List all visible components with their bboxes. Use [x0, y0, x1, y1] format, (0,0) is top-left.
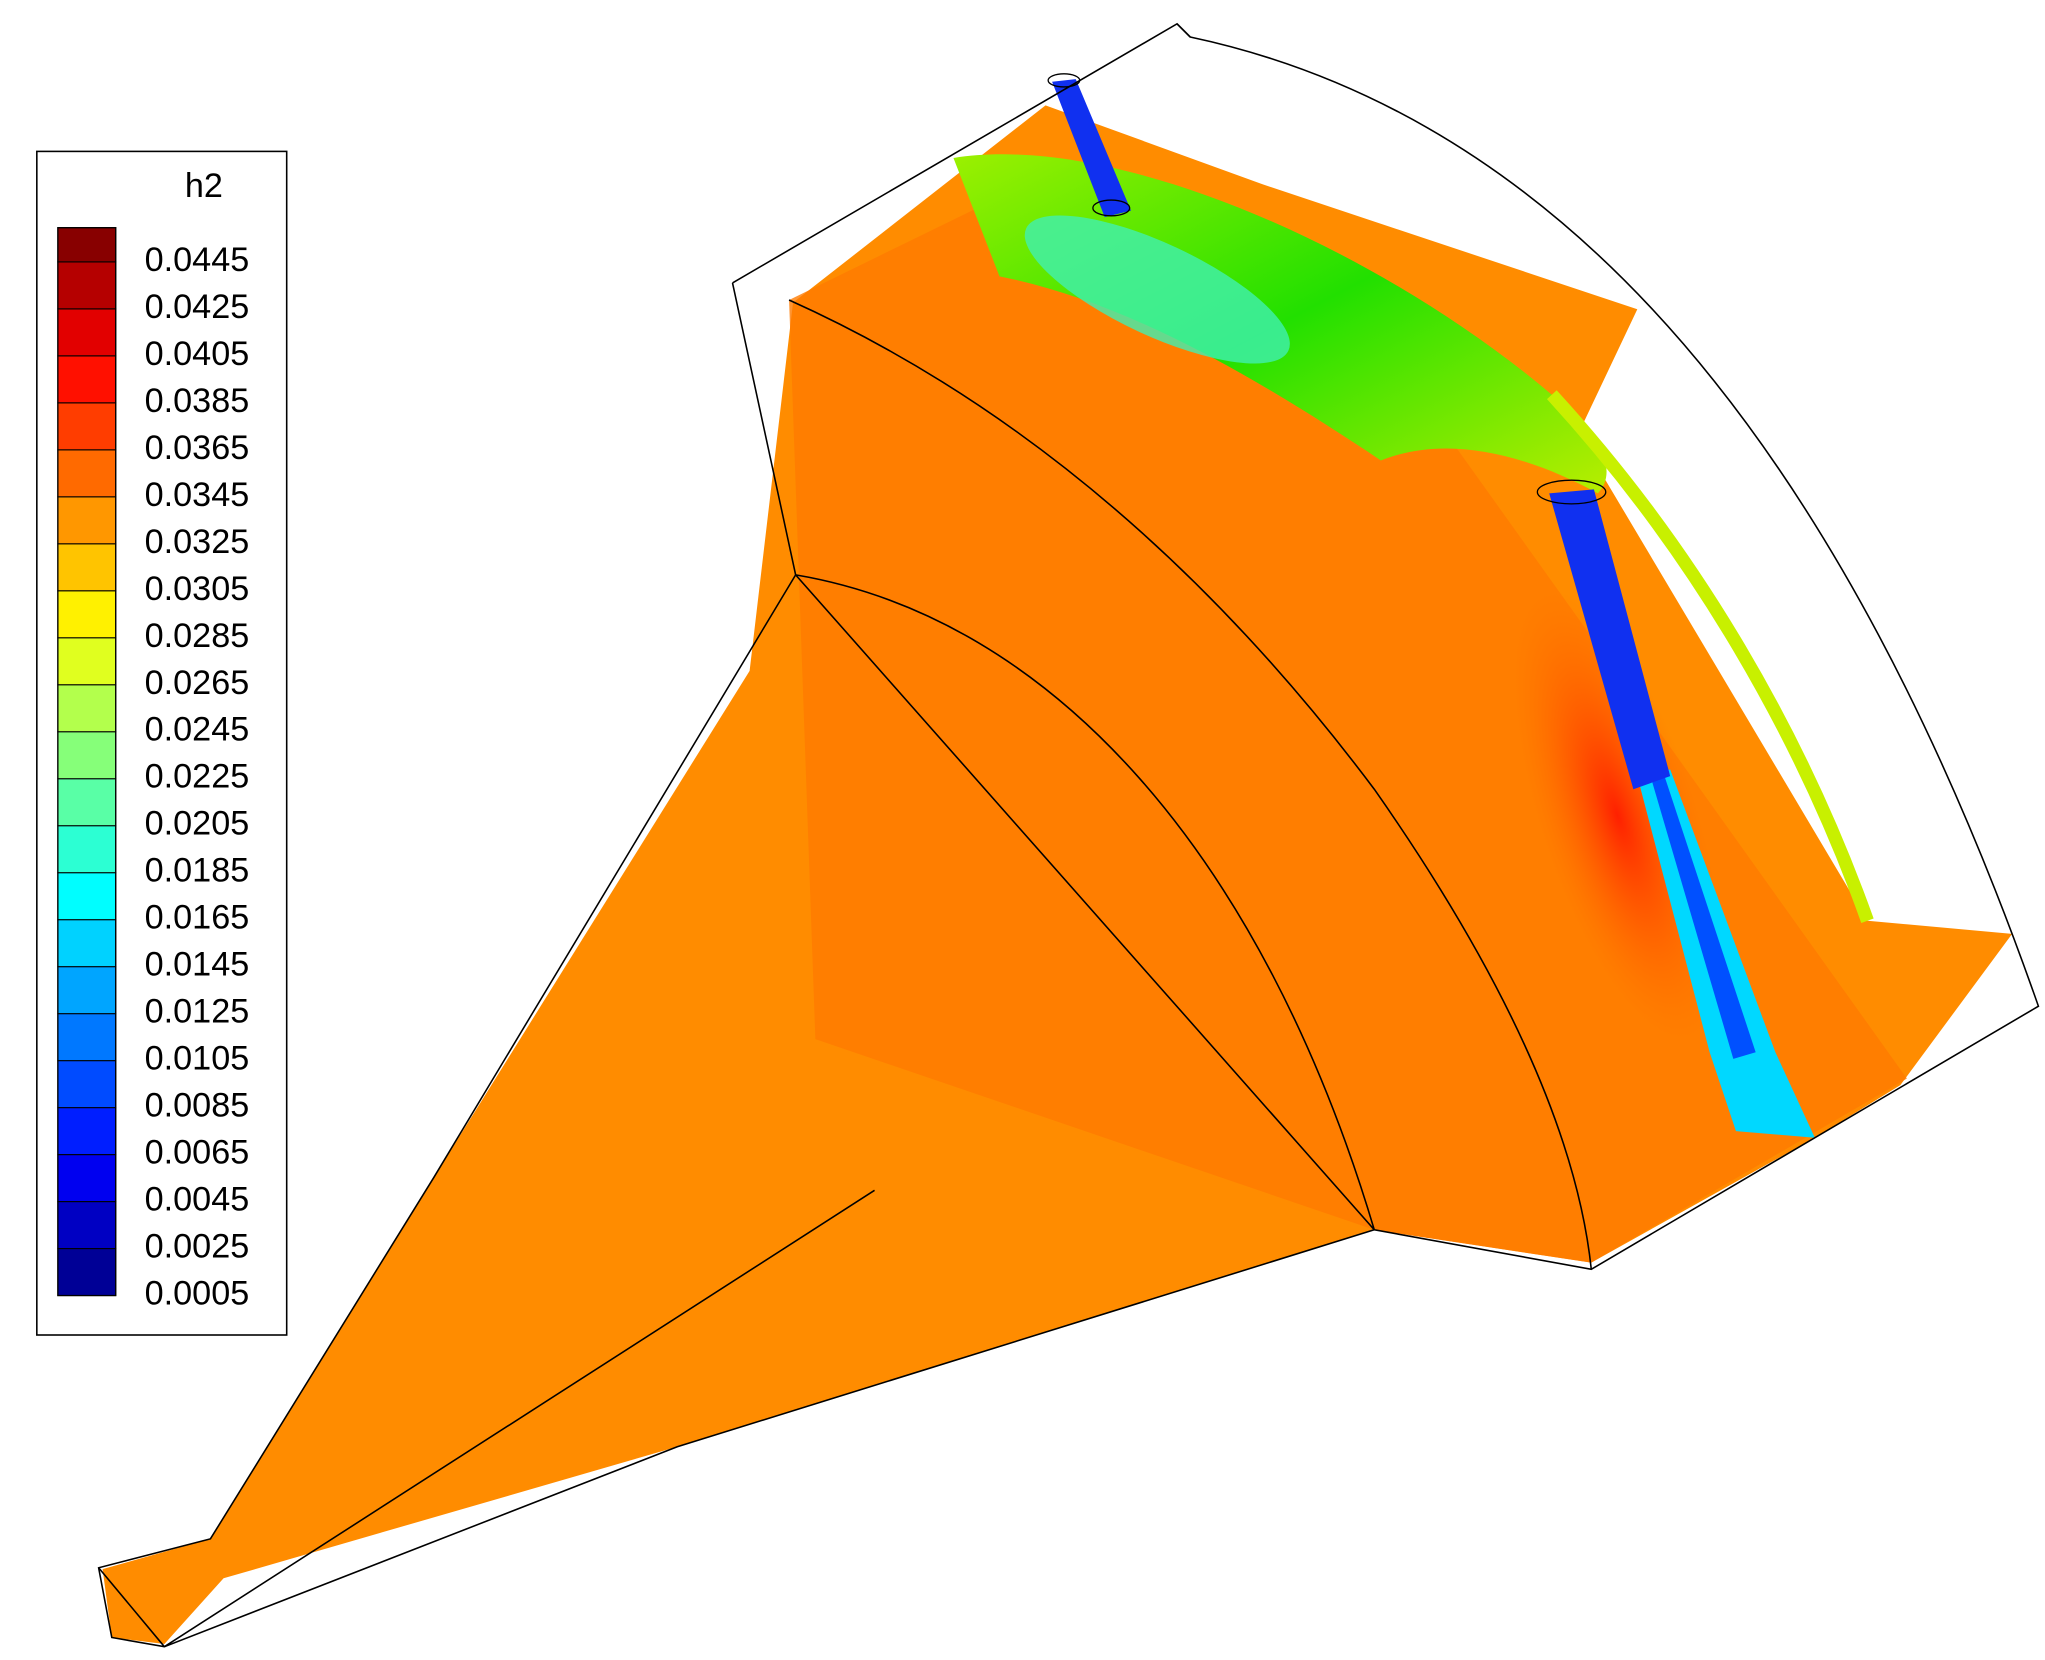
level-label: 0.0425	[145, 288, 250, 326]
color-band	[57, 731, 117, 780]
color-band	[57, 1201, 117, 1250]
level-label: 0.0165	[145, 899, 250, 937]
color-band	[57, 684, 117, 733]
color-band	[57, 402, 117, 451]
color-band	[57, 227, 117, 263]
level-label: 0.0125	[145, 993, 250, 1031]
color-band	[57, 1107, 117, 1156]
colorbar: 0.0445 0.0425 0.0405 0.0385 0.0365 0.0345 0.03…	[57, 227, 250, 1313]
jet-core	[1650, 773, 1756, 1059]
color-band	[57, 1060, 117, 1109]
inlet-pipe-2	[1549, 489, 1671, 790]
level-label: 0.0245	[145, 711, 250, 749]
color-band	[57, 449, 117, 498]
level-label: 0.0045	[145, 1181, 250, 1219]
level-label: 0.0385	[145, 382, 250, 420]
level-label: 0.0225	[145, 758, 250, 796]
level-label: 0.0025	[145, 1228, 250, 1266]
color-band	[57, 261, 117, 310]
color-band	[57, 308, 117, 357]
pipe-rim	[1536, 479, 1607, 505]
level-label: 0.0105	[145, 1040, 250, 1078]
color-band	[57, 1248, 117, 1297]
color-band	[57, 1013, 117, 1062]
color-band	[57, 966, 117, 1015]
color-band	[57, 590, 117, 639]
level-label: 0.0265	[145, 664, 250, 702]
level-label: 0.0005	[145, 1275, 250, 1313]
red-zone	[1512, 589, 1723, 1042]
level-label: 0.0205	[145, 805, 250, 843]
color-band	[57, 637, 117, 686]
color-band	[57, 825, 117, 874]
color-band	[57, 543, 117, 592]
color-band	[57, 872, 117, 921]
frame	[97, 22, 2040, 1648]
level-label: 0.0305	[145, 570, 250, 608]
level-label: 0.0065	[145, 1134, 250, 1172]
level-label: 0.0085	[145, 1087, 250, 1125]
legend: h2 0.04450.04250.04050.03850.03650.03450…	[36, 150, 288, 1336]
level-label: 0.0325	[145, 523, 250, 561]
pipe-rim	[1092, 199, 1131, 217]
color-band	[57, 355, 117, 404]
outer-rim	[1546, 390, 1874, 923]
colorbar-outline	[57, 227, 117, 1297]
level-label: 0.0445	[145, 241, 250, 279]
color-band	[57, 919, 117, 968]
level-label: 0.0285	[145, 617, 250, 655]
color-band	[57, 778, 117, 827]
cyan-core	[1024, 215, 1290, 364]
level-label: 0.0405	[145, 335, 250, 373]
level-label: 0.0145	[145, 946, 250, 984]
level-label: 0.0345	[145, 476, 250, 514]
level-label: 0.0185	[145, 852, 250, 890]
level-label: 0.0365	[145, 429, 250, 467]
legend-title: h2	[185, 167, 223, 205]
inlet-pipe-1	[1052, 79, 1131, 218]
color-band	[57, 1154, 117, 1203]
color-band	[57, 496, 117, 545]
geometry	[97, 22, 2040, 1648]
